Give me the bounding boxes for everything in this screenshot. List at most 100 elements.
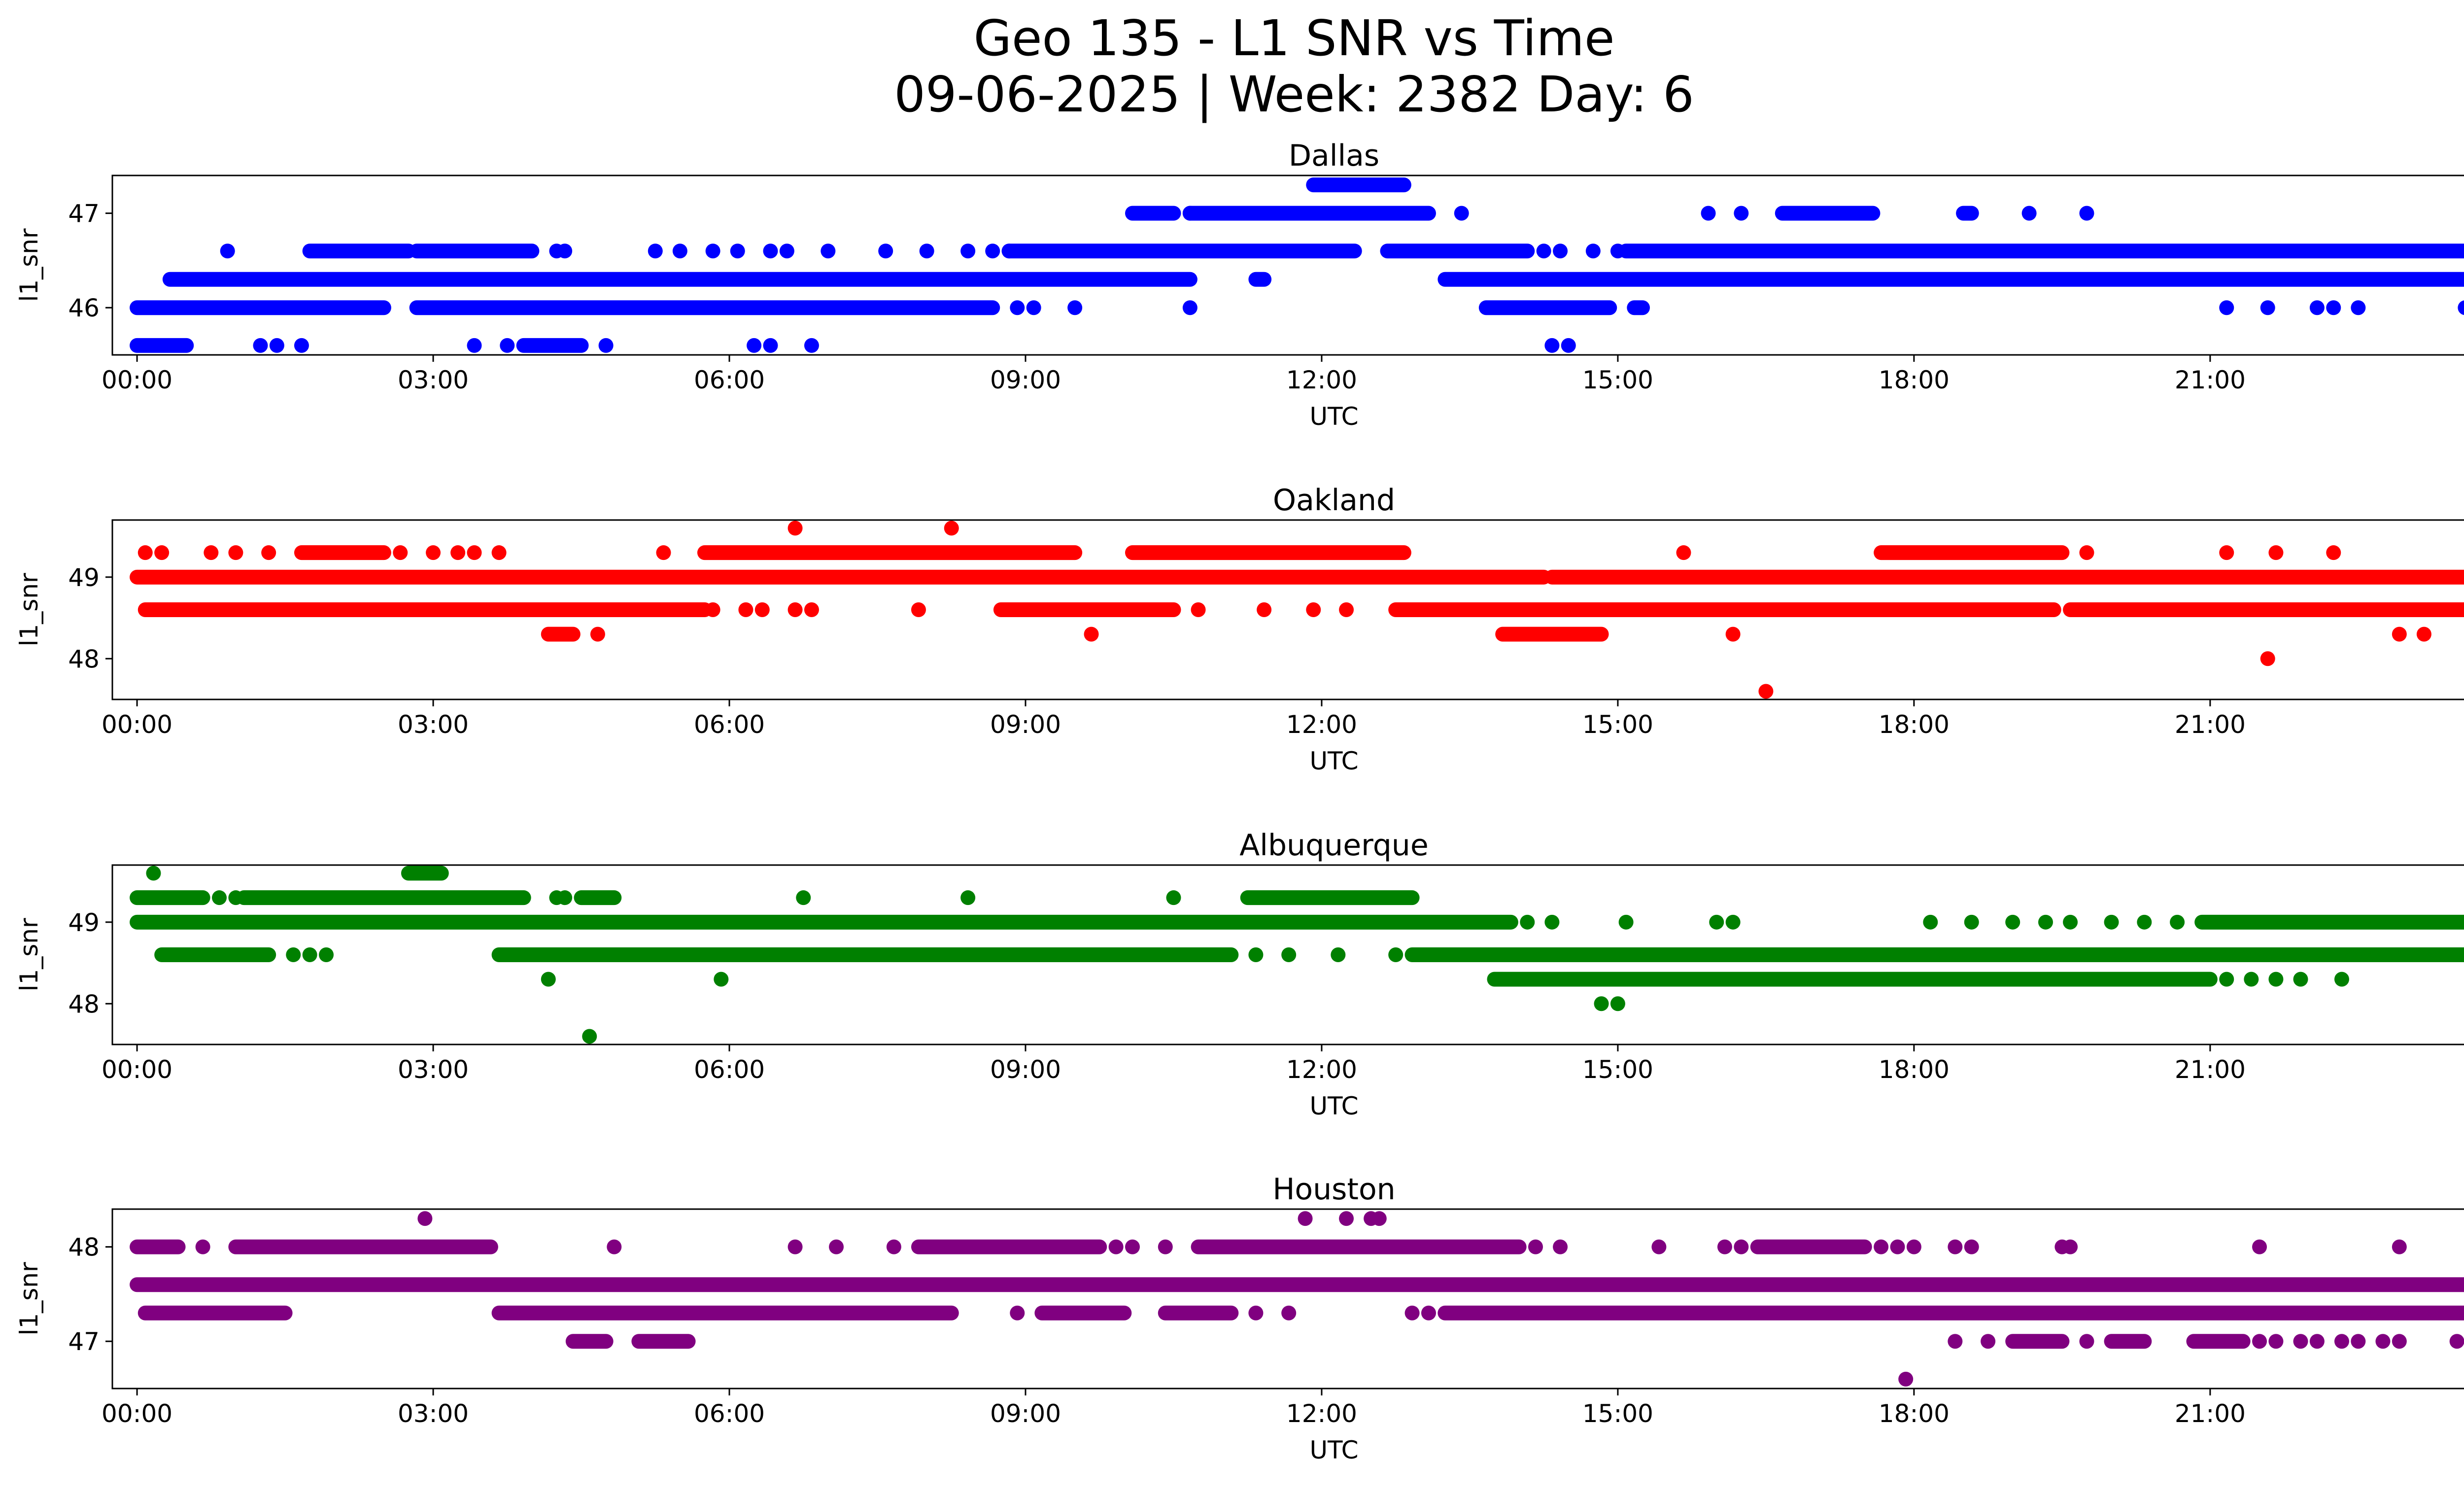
y-axis-label: l1_snr: [15, 573, 43, 646]
data-point: [763, 338, 778, 353]
data-point: [2268, 545, 2284, 560]
data-point: [2392, 1334, 2407, 1349]
data-point: [1248, 947, 1264, 962]
y-tick-label: 48: [68, 1233, 100, 1262]
data-point: [1890, 1239, 1905, 1254]
data-point: [2334, 972, 2349, 987]
x-tick-label: 18:00: [1879, 366, 1950, 394]
subplot-houston: Houston 00:00 03:00 06:00 09:00 12:00 15:00 18:…: [15, 1172, 2464, 1464]
y-tick-label: 49: [68, 908, 100, 937]
x-tick-label: 09:00: [990, 1055, 1061, 1084]
data-point: [829, 1239, 844, 1254]
data-point: [467, 338, 482, 353]
y-axis-label: l1_snr: [15, 1262, 43, 1335]
data-point: [1585, 243, 1601, 259]
data-point-run: [993, 602, 1181, 617]
data-point: [500, 338, 515, 353]
x-tick-label: 06:00: [694, 1399, 765, 1428]
data-point: [1610, 243, 1625, 259]
data-point: [195, 1239, 210, 1254]
data-point-run: [1437, 272, 2464, 287]
x-axis-label: UTC: [1309, 1092, 1358, 1120]
data-point: [1257, 602, 1272, 617]
data-point-run: [1125, 545, 1411, 560]
data-point: [1010, 300, 1025, 315]
data-point: [154, 545, 170, 560]
data-point: [1709, 914, 1724, 930]
data-point: [220, 243, 235, 259]
x-axis-label: UTC: [1309, 1436, 1358, 1464]
data-point: [985, 243, 1000, 259]
data-point: [747, 338, 762, 353]
data-point-run: [1182, 206, 1436, 221]
data-point: [705, 243, 720, 259]
data-point-run: [130, 569, 1551, 585]
data-point-run: [491, 1305, 959, 1321]
data-point-run: [1380, 243, 1535, 259]
data-point: [1981, 1334, 1996, 1349]
data-point-run: [130, 890, 210, 905]
data-point: [1898, 1371, 1914, 1387]
data-point: [1108, 1239, 1124, 1254]
data-point-run: [1544, 569, 2464, 585]
data-point-run: [1874, 545, 2070, 560]
data-point-run: [1478, 300, 1617, 315]
data-point: [1561, 338, 1576, 353]
data-point-run: [1618, 243, 2464, 259]
data-point: [1001, 243, 1017, 259]
figure-title-line-1: Geo 135 - L1 SNR vs Time: [974, 9, 1615, 67]
data-point-run: [491, 947, 1239, 962]
data-point: [714, 972, 729, 987]
data-point: [960, 243, 976, 259]
data-point: [2038, 914, 2053, 930]
data-point: [1191, 602, 1206, 617]
data-point: [2252, 1239, 2267, 1254]
data-point: [1676, 545, 1691, 560]
data-point-run: [409, 300, 1000, 315]
data-point: [393, 545, 408, 560]
x-axis-label: UTC: [1309, 747, 1358, 775]
data-point: [787, 1239, 803, 1254]
data-point: [2326, 300, 2341, 315]
x-tick-label: 15:00: [1582, 1055, 1653, 1084]
data-point-run: [401, 866, 449, 881]
data-point: [2268, 972, 2284, 987]
data-point: [2449, 1334, 2464, 1349]
data-point: [1026, 300, 1041, 315]
x-tick-label: 12:00: [1286, 710, 1357, 739]
axes-frame: [111, 519, 2464, 700]
x-tick-label: 03:00: [398, 366, 469, 394]
x-tick-label: 18:00: [1879, 1055, 1950, 1084]
data-point: [1298, 1211, 1313, 1226]
data-point: [821, 243, 836, 259]
data-point-run: [130, 1277, 2464, 1292]
data-point: [2244, 972, 2259, 987]
data-point: [648, 243, 663, 259]
data-point: [1281, 947, 1297, 962]
data-point: [491, 545, 507, 560]
data-point-run: [1750, 1239, 1872, 1254]
data-point: [2392, 626, 2407, 642]
data-point-run: [137, 1305, 293, 1321]
data-point: [1964, 914, 1979, 930]
data-points: [130, 866, 2464, 1044]
data-point: [2268, 1334, 2284, 1349]
x-tick-label: 06:00: [694, 710, 765, 739]
data-point: [1701, 206, 1716, 221]
data-point-run: [565, 1334, 614, 1349]
data-point: [1166, 890, 1181, 905]
x-tick-label: 21:00: [2175, 366, 2246, 394]
data-point-run: [294, 545, 391, 560]
data-point: [1948, 1239, 1963, 1254]
x-tick-label: 06:00: [694, 1055, 765, 1084]
data-point-run: [541, 626, 581, 642]
data-point: [557, 890, 573, 905]
data-point: [960, 890, 976, 905]
data-point: [582, 1029, 597, 1044]
data-point-run: [1191, 1239, 1527, 1254]
data-point: [590, 626, 605, 642]
data-point-run: [228, 1239, 498, 1254]
data-point: [2309, 1334, 2325, 1349]
data-point: [2219, 300, 2234, 315]
